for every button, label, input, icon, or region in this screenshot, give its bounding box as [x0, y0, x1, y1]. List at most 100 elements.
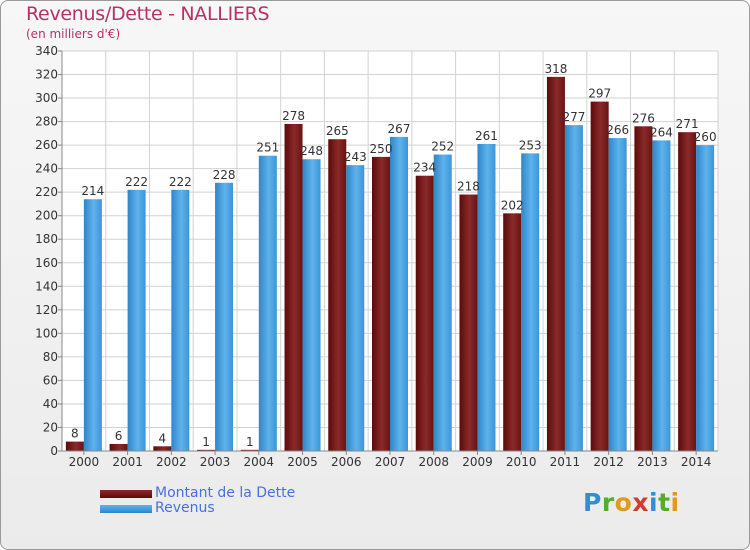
legend-label-revenue: Revenus [155, 500, 215, 516]
y-tick-label: 300 [35, 91, 58, 105]
bar-debt [678, 132, 697, 452]
data-label-debt: 250 [370, 142, 393, 156]
x-tick-label: 2003 [200, 455, 231, 469]
y-tick-label: 200 [35, 209, 58, 223]
data-label-debt: 8 [71, 427, 79, 441]
data-label-debt: 278 [282, 109, 305, 123]
legend-swatch-debt [100, 490, 152, 498]
bar-debt [65, 441, 84, 451]
chart-title: Revenus/Dette - NALLIERS [26, 3, 270, 25]
data-label-debt: 4 [159, 431, 167, 445]
bar-revenue [564, 125, 583, 451]
data-label-revenue: 222 [125, 175, 148, 189]
x-tick-label: 2007 [375, 455, 406, 469]
data-label-debt: 6 [115, 429, 123, 443]
data-label-revenue: 252 [431, 140, 454, 154]
bar-revenue [521, 153, 540, 451]
data-label-debt: 265 [326, 124, 349, 138]
y-tick-label: 0 [50, 444, 58, 458]
bar-revenue [215, 182, 234, 451]
chart-subtitle: (en milliers d'€) [26, 27, 121, 41]
y-tick-label: 280 [35, 115, 58, 129]
data-label-revenue: 228 [213, 168, 236, 182]
y-tick-label: 160 [35, 256, 58, 270]
bar-revenue [302, 159, 321, 451]
x-tick-label: 2009 [462, 455, 493, 469]
bar-revenue [433, 154, 452, 451]
bar-revenue [608, 138, 627, 451]
x-tick-label: 2002 [156, 455, 187, 469]
data-label-debt: 1 [246, 435, 254, 449]
data-label-revenue: 266 [606, 123, 629, 137]
x-tick-label: 2014 [681, 455, 712, 469]
data-label-revenue: 214 [81, 184, 104, 198]
bar-debt [284, 123, 303, 452]
legend-label-debt: Montant de la Dette [155, 485, 296, 501]
data-label-debt: 1 [202, 435, 210, 449]
data-label-revenue: 261 [475, 129, 498, 143]
y-tick-label: 140 [35, 279, 58, 293]
x-tick-label: 2008 [418, 455, 449, 469]
y-tick-label: 220 [35, 185, 58, 199]
data-label-debt: 318 [544, 62, 567, 76]
x-tick-label: 2004 [244, 455, 275, 469]
bar-debt [197, 449, 216, 451]
bar-debt [372, 156, 390, 451]
bar-revenue [477, 143, 496, 452]
y-tick-label: 260 [35, 138, 58, 152]
bar-debt [415, 175, 434, 452]
bar-revenue [390, 136, 408, 451]
bar-debt [328, 139, 347, 451]
bar-debt [459, 194, 478, 451]
data-label-revenue: 260 [694, 130, 717, 144]
x-tick-label: 2001 [112, 455, 143, 469]
bar-debt [503, 213, 522, 451]
data-label-revenue: 251 [256, 141, 279, 155]
y-tick-label: 60 [43, 373, 58, 387]
data-label-debt: 271 [676, 117, 699, 131]
bar-debt [590, 101, 609, 452]
data-label-revenue: 267 [388, 122, 411, 136]
y-tick-label: 20 [43, 420, 58, 434]
y-tick-label: 340 [35, 44, 58, 58]
x-tick-label: 2010 [506, 455, 537, 469]
x-tick-label: 2006 [331, 455, 362, 469]
bar-debt [153, 446, 172, 451]
bar-debt [240, 449, 259, 451]
y-tick-label: 40 [43, 397, 58, 411]
y-tick-label: 180 [35, 232, 58, 246]
data-label-revenue: 253 [519, 138, 542, 152]
x-tick-label: 2005 [287, 455, 318, 469]
x-tick-label: 2013 [637, 455, 668, 469]
data-label-debt: 276 [632, 111, 655, 125]
proxiti-logo: Proxiti [583, 488, 680, 517]
data-label-debt: 297 [588, 87, 611, 101]
legend-swatch-revenue [100, 505, 152, 513]
y-tick-label: 120 [35, 303, 58, 317]
data-label-revenue: 277 [562, 110, 585, 124]
bar-revenue [83, 199, 102, 451]
bar-revenue [171, 189, 190, 451]
data-label-debt: 202 [501, 198, 524, 212]
bar-revenue [127, 189, 146, 451]
data-label-debt: 218 [457, 180, 480, 194]
x-tick-label: 2011 [550, 455, 581, 469]
x-tick-label: 2012 [593, 455, 624, 469]
bar-revenue [652, 140, 671, 452]
data-label-revenue: 222 [169, 175, 192, 189]
bar-debt [109, 443, 128, 451]
y-tick-label: 240 [35, 162, 58, 176]
x-tick-label: 2000 [69, 455, 100, 469]
data-label-revenue: 248 [300, 144, 323, 158]
bar-revenue [696, 145, 715, 451]
y-tick-label: 80 [43, 350, 58, 364]
data-label-revenue: 264 [650, 125, 673, 139]
y-tick-label: 320 [35, 68, 58, 82]
data-label-revenue: 243 [344, 150, 367, 164]
bar-revenue [346, 165, 365, 451]
data-label-debt: 234 [413, 161, 436, 175]
bar-debt [634, 126, 653, 451]
y-tick-label: 100 [35, 326, 58, 340]
bar-debt [546, 76, 565, 451]
